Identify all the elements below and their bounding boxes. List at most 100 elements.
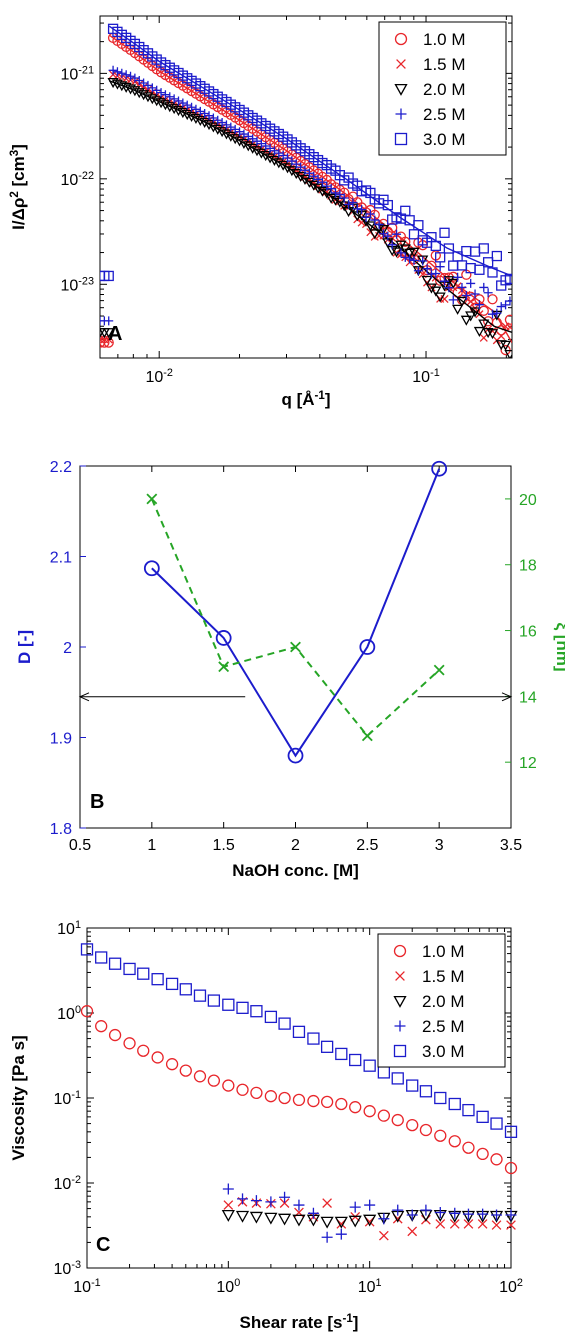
- panel-c-point: [364, 1199, 376, 1211]
- panel-a-point: [492, 308, 502, 318]
- panel-a-series: [100, 65, 512, 326]
- panel-c-xlabel-part: Shear rate [s: [240, 1313, 343, 1332]
- panel-a-point: [290, 169, 302, 180]
- panel-c-point: [222, 1183, 234, 1195]
- panel-c-legend-label: 2.0 M: [422, 992, 465, 1011]
- panel-b-ytick-label-part: 2.1: [50, 550, 72, 567]
- panel-c-point: [391, 1113, 404, 1127]
- panel-c-point: [491, 1209, 503, 1221]
- panel-a-point: [247, 143, 259, 154]
- panel-b-arrowhead-left: [78, 692, 90, 702]
- panel-c-point: [193, 989, 207, 1002]
- panel-a-point: [217, 118, 227, 128]
- panel-c-point: [435, 1219, 446, 1229]
- panel-a-point: [238, 138, 250, 149]
- panel-a-point: [303, 177, 315, 188]
- panel-c-point: [123, 1037, 136, 1050]
- panel-a-point: [400, 252, 410, 262]
- panel-c-point: [406, 1209, 418, 1221]
- panel-c-point: [137, 967, 150, 980]
- panel-c-ylabel: Viscosity [Pa s]: [9, 1035, 28, 1160]
- panel-c-point: [476, 1147, 489, 1161]
- panel-c-legend-label-part: 1.5 M: [422, 967, 465, 986]
- panel-a-ylabel-part: 3: [9, 150, 21, 156]
- panel-b-line-left: [151, 468, 441, 758]
- panel-a-ylabel-part: I/Δρ: [9, 198, 28, 230]
- panel-c-point: [292, 1093, 306, 1107]
- panel-a-point: [260, 151, 272, 162]
- panel-a-point: [317, 177, 327, 187]
- panel-b-xtick-label-part: 3.5: [500, 837, 522, 854]
- panel-c-point: [506, 1220, 516, 1230]
- panel-a-point: [344, 199, 354, 209]
- panel-c-point: [505, 1209, 517, 1221]
- panel-c-point: [378, 1230, 389, 1241]
- panel-a-series: [100, 77, 512, 358]
- panel-a-point: [422, 264, 432, 274]
- panel-c-point: [348, 1215, 362, 1228]
- panel-a-legend-marker: [396, 59, 406, 69]
- panel-a-point: [504, 349, 512, 358]
- panel-a-point: [152, 85, 162, 95]
- panel-c-point: [363, 1059, 376, 1072]
- panel-a-point: [126, 71, 136, 81]
- panel-c-point: [223, 1200, 234, 1210]
- panel-a-xtick-label: 10-1: [412, 367, 439, 386]
- panel-c-point: [490, 1117, 503, 1130]
- panel-c-legend-label-part: 3.0 M: [422, 1042, 465, 1061]
- panel-a-point: [448, 295, 458, 305]
- panel-c-point: [320, 1216, 334, 1229]
- panel-a-point: [377, 225, 390, 236]
- panel-c-point: [419, 1123, 433, 1137]
- panel-a-legend-label: 1.0 M: [423, 30, 466, 49]
- panel-b-xtick-label: 1.5: [213, 837, 235, 854]
- panel-a-point: [466, 297, 475, 306]
- panel-a-point: [165, 92, 175, 102]
- panel-a-point: [365, 209, 375, 219]
- panel-c-point: [419, 1085, 433, 1098]
- panel-a-point: [226, 122, 236, 132]
- panel-c-point: [448, 1135, 461, 1148]
- panel-c-legend-marker: [393, 1044, 407, 1058]
- panel-b-xlabel-part: NaOH conc. [M]: [232, 861, 359, 880]
- panel-a-ytick-label-part: -23: [78, 275, 94, 287]
- panel-b-xtick-label-part: 1: [147, 837, 156, 854]
- panel-c-point: [449, 1219, 460, 1229]
- panel-c-point: [377, 1109, 391, 1122]
- panel-a-point: [421, 275, 433, 286]
- panel-a-point: [435, 262, 445, 272]
- panel-c-point: [307, 1094, 320, 1108]
- panel-a-point: [369, 229, 381, 240]
- panel-b-xtick-label-part: 2: [291, 837, 300, 854]
- panel-c-xtick-label: 101: [358, 1277, 382, 1296]
- panel-a-point: [453, 272, 463, 282]
- panel-c-xtick-label-part: 10: [216, 1279, 234, 1296]
- panel-c-point: [151, 973, 164, 986]
- panel-a-point: [312, 183, 324, 194]
- panel-a-point: [308, 180, 320, 191]
- panel-c-point: [264, 1212, 278, 1225]
- panel-b-arrowhead-right: [501, 692, 513, 702]
- panel-b-y2label: ξ [nm]: [553, 622, 565, 671]
- panel-b-point-left: [359, 639, 376, 655]
- panel-c-point: [236, 1001, 249, 1014]
- panel-a-point: [370, 215, 380, 225]
- panel-c-point: [279, 1198, 290, 1208]
- panel-a-point: [470, 289, 480, 299]
- panel-c-legend-marker: [393, 944, 407, 958]
- panel-c-ytick-label-part: 10: [54, 1261, 72, 1278]
- panel-a-point: [417, 255, 429, 266]
- panel-b-label-part: B: [90, 791, 104, 813]
- panel-c-legend-marker: [395, 971, 405, 981]
- panel-c-point: [237, 1193, 249, 1205]
- panel-c-point: [236, 1083, 249, 1096]
- panel-b-point-left: [287, 747, 304, 764]
- panel-a-point: [330, 188, 340, 198]
- panel-b-ytick-label-part: 2.2: [50, 459, 72, 476]
- panel-c-ytick-label-part: -1: [71, 1089, 81, 1101]
- panel-a-point: [121, 70, 131, 80]
- panel-b-y2tick-label-part: 14: [519, 689, 537, 706]
- panel-c-ytick-label: 101: [57, 919, 81, 938]
